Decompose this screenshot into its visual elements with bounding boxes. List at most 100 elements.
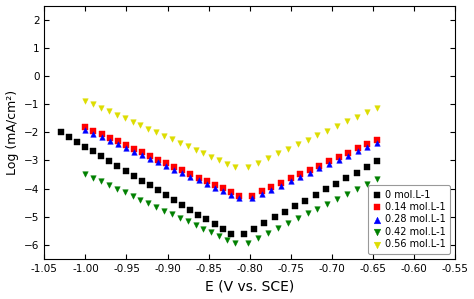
0 mol.L-1 (162, 193, 170, 197)
Point (284, 221, 292, 226)
0.42 mol.L-1 (223, 237, 231, 242)
Point (373, 140, 381, 145)
Point (353, 115, 361, 119)
0.14 mol.L-1 (106, 135, 113, 140)
Point (301, 198, 309, 203)
Point (322, 187, 329, 192)
0 mol.L-1 (211, 222, 219, 227)
Point (354, 146, 362, 151)
0 mol.L-1 (73, 139, 81, 144)
0.14 mol.L-1 (203, 179, 210, 184)
Point (306, 170, 314, 175)
0.14 mol.L-1 (195, 175, 202, 180)
0.56 mol.L-1 (231, 165, 239, 170)
Point (248, 193, 256, 198)
0.56 mol.L-1 (153, 130, 160, 135)
Point (334, 123, 341, 128)
0.56 mol.L-1 (208, 155, 215, 159)
Point (284, 147, 292, 151)
Point (354, 149, 362, 154)
0.42 mol.L-1 (121, 190, 128, 195)
0.56 mol.L-1 (105, 109, 113, 114)
0.56 mol.L-1 (200, 151, 207, 156)
0.28 mol.L-1 (98, 135, 105, 140)
Point (294, 216, 301, 221)
0 mol.L-1 (106, 159, 113, 164)
Point (353, 170, 360, 175)
0 mol.L-1 (195, 212, 202, 217)
Point (373, 105, 381, 110)
0.56 mol.L-1 (129, 119, 137, 124)
Point (304, 211, 311, 216)
0.56 mol.L-1 (121, 116, 128, 121)
Point (364, 145, 371, 150)
Point (364, 142, 371, 147)
0.42 mol.L-1 (208, 230, 215, 235)
Point (274, 151, 282, 156)
Point (287, 179, 294, 184)
0.42 mol.L-1 (113, 186, 121, 191)
0.14 mol.L-1 (163, 161, 170, 166)
Point (334, 196, 341, 201)
0.42 mol.L-1 (145, 201, 152, 206)
Point (271, 215, 278, 220)
0.14 mol.L-1 (227, 190, 235, 194)
Point (353, 187, 361, 191)
Point (258, 189, 265, 194)
0.42 mol.L-1 (192, 223, 200, 228)
0 mol.L-1 (114, 164, 121, 168)
Point (324, 201, 331, 206)
0.42 mol.L-1 (90, 176, 97, 180)
0 mol.L-1 (57, 129, 64, 134)
0.28 mol.L-1 (114, 142, 121, 147)
X-axis label: E (V vs. SCE): E (V vs. SCE) (205, 280, 294, 293)
0.28 mol.L-1 (146, 156, 154, 161)
0.14 mol.L-1 (82, 125, 89, 129)
Point (281, 209, 289, 214)
Point (296, 175, 304, 179)
0.42 mol.L-1 (137, 197, 144, 202)
Legend: 0 mol.L-1, 0.14 mol.L-1, 0.28 mol.L-1, 0.42 mol.L-1, 0.56 mol.L-1: 0 mol.L-1, 0.14 mol.L-1, 0.28 mol.L-1, 0… (368, 185, 450, 254)
Point (324, 128, 331, 133)
Point (363, 181, 371, 186)
0.42 mol.L-1 (129, 193, 137, 198)
Point (258, 192, 265, 196)
Point (343, 176, 350, 181)
0.14 mol.L-1 (130, 146, 138, 151)
0.28 mol.L-1 (235, 196, 243, 201)
Point (244, 165, 252, 170)
0.42 mol.L-1 (82, 172, 89, 176)
0.28 mol.L-1 (130, 149, 138, 154)
0 mol.L-1 (98, 154, 105, 159)
0 mol.L-1 (130, 173, 137, 178)
0.28 mol.L-1 (179, 171, 186, 176)
Y-axis label: Log (mA/cm²): Log (mA/cm²) (6, 90, 18, 175)
Point (373, 138, 381, 142)
0.28 mol.L-1 (171, 167, 178, 172)
Point (314, 133, 321, 138)
0.28 mol.L-1 (138, 153, 146, 158)
0.56 mol.L-1 (113, 112, 121, 117)
0.14 mol.L-1 (219, 186, 227, 191)
Point (332, 181, 340, 186)
0 mol.L-1 (154, 188, 162, 193)
0.42 mol.L-1 (176, 215, 183, 220)
0.56 mol.L-1 (223, 161, 231, 166)
0.42 mol.L-1 (105, 183, 113, 187)
Point (344, 119, 351, 124)
Point (267, 184, 275, 189)
Point (264, 156, 272, 161)
0.56 mol.L-1 (97, 105, 105, 110)
0 mol.L-1 (186, 207, 194, 212)
0.56 mol.L-1 (192, 147, 200, 152)
0.56 mol.L-1 (90, 102, 97, 107)
Point (344, 191, 351, 196)
0.14 mol.L-1 (146, 153, 154, 158)
Point (335, 158, 342, 162)
0.14 mol.L-1 (211, 182, 219, 187)
0.14 mol.L-1 (235, 193, 243, 198)
0 mol.L-1 (122, 168, 129, 173)
0.28 mol.L-1 (122, 146, 129, 150)
Point (267, 187, 275, 192)
0.28 mol.L-1 (227, 192, 235, 197)
